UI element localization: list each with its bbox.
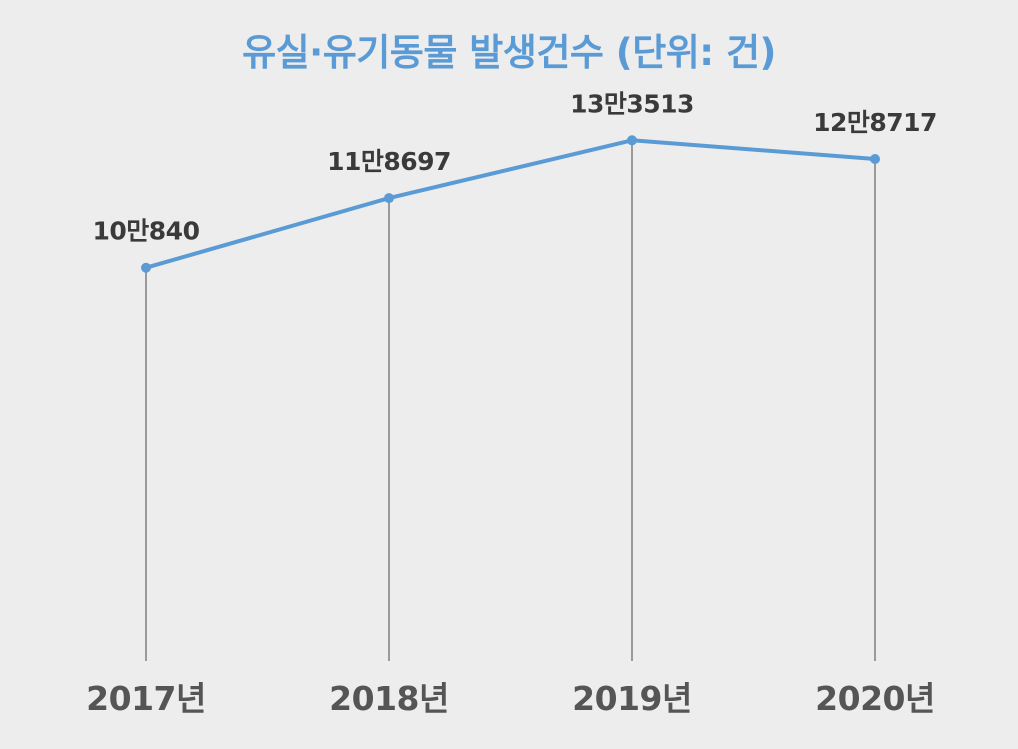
data-labels: 10만840 11만8697 13만3513 12만8717 [93, 89, 938, 246]
data-point-2 [627, 135, 637, 146]
data-point-3 [870, 154, 880, 165]
x-tick-label-0: 2017년 [86, 679, 206, 718]
series-line [144, 138, 877, 270]
data-label-2: 13만3513 [570, 89, 694, 118]
series-polyline [144, 138, 877, 270]
x-tick-label-2: 2019년 [572, 679, 692, 718]
data-label-3: 12만8717 [813, 108, 937, 137]
data-point-0 [141, 262, 151, 273]
data-label-0: 10만840 [93, 217, 200, 246]
data-point-1 [384, 193, 394, 204]
chart-title: 유실·유기동물 발생건수 (단위: 건) [242, 31, 776, 74]
drop-lines [145, 140, 876, 661]
x-tick-label-3: 2020년 [815, 679, 935, 718]
x-axis-ticks: 2017년 2018년 2019년 2020년 [86, 679, 935, 718]
data-points [141, 135, 880, 273]
x-tick-label-1: 2018년 [329, 679, 449, 718]
data-label-1: 11만8697 [327, 147, 451, 176]
